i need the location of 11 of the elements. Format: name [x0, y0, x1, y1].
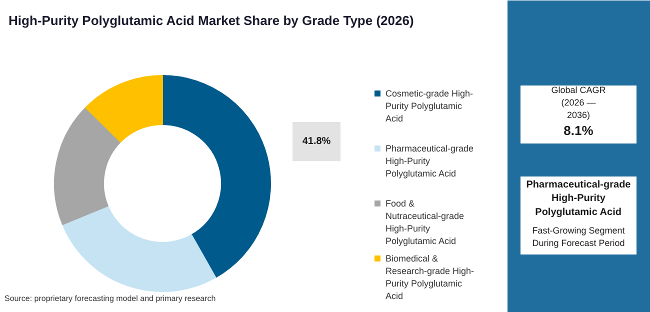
text: Pharmaceutical-grade High-Purity Polyglutamic Acid [526, 179, 632, 218]
text: Global CAGR (2026 — 2036) [551, 85, 606, 120]
text: Fast-Growing Segment During Forecast Period [532, 225, 626, 248]
data-label: 41.8% [302, 136, 331, 147]
legend-label: Food & Nutraceutical-grade High-Purity Polyglutamic Acid [386, 198, 464, 246]
chart-title: High-Purity Polyglutamic Acid Market Share by Grade Type (2026) [8, 13, 414, 28]
legend-label: Pharmaceutical-grade High-Purity Polyglutamic Acid [386, 144, 474, 178]
text: 8.1% [564, 123, 594, 138]
legend-label: Biomedical & Research-grade High-Purity Polyglutamic Acid [386, 254, 474, 301]
legend-label: Cosmetic-grade High-Purity Polyglutamic Acid [386, 88, 474, 124]
source-note: Source: proprietary forecasting model and primary research [4, 294, 216, 303]
